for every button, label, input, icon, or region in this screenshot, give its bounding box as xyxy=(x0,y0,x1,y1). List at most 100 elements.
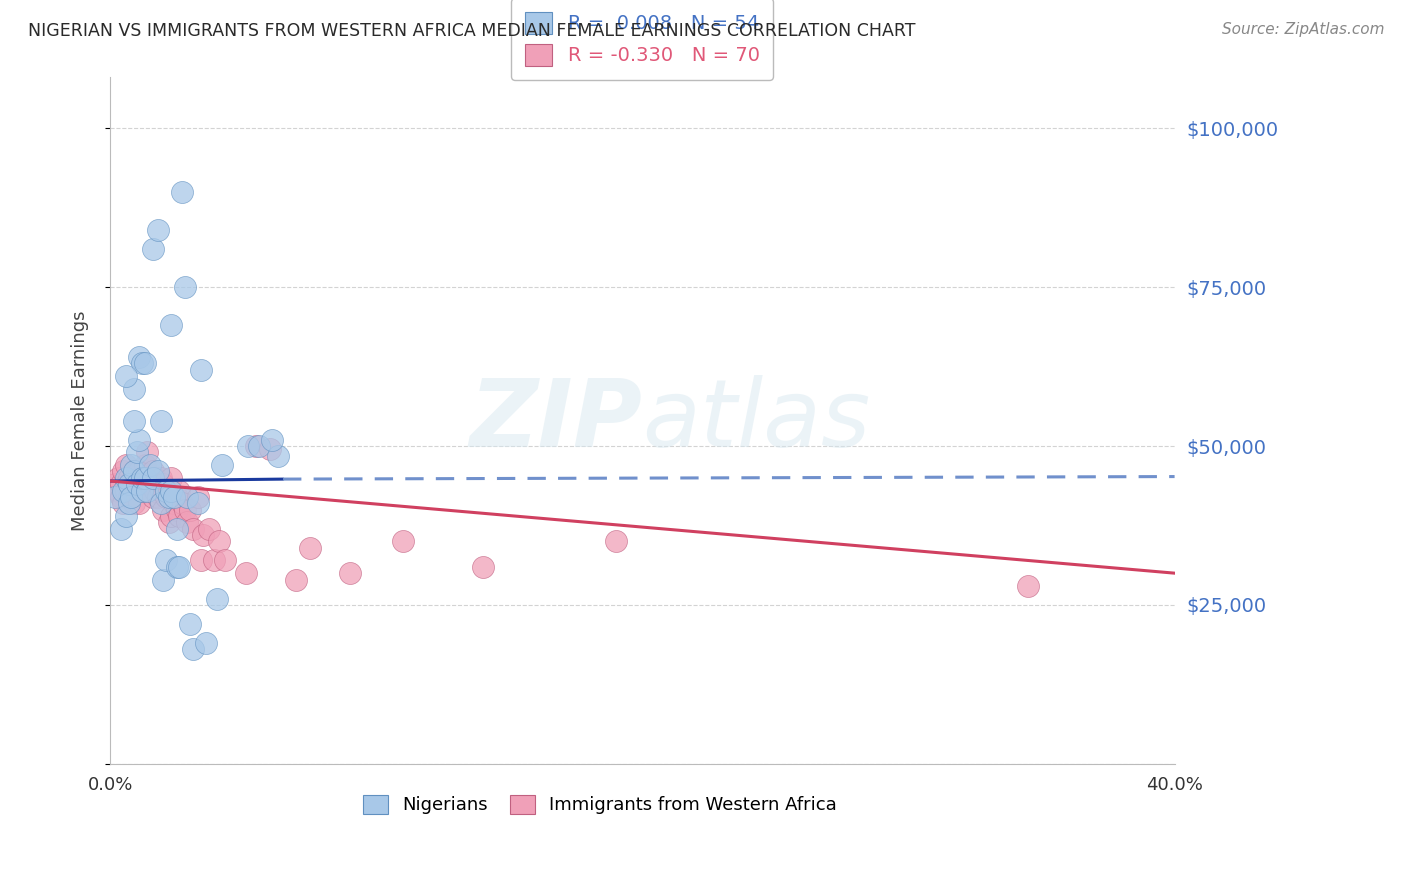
Point xyxy=(142,242,165,256)
Point xyxy=(155,483,177,498)
Point xyxy=(118,471,141,485)
Point xyxy=(131,483,153,498)
Point xyxy=(166,490,188,504)
Point xyxy=(136,445,159,459)
Point xyxy=(163,490,186,504)
Point xyxy=(128,433,150,447)
Point xyxy=(176,516,198,530)
Point xyxy=(122,382,145,396)
Point xyxy=(259,442,281,457)
Point xyxy=(118,496,141,510)
Point xyxy=(104,477,127,491)
Point xyxy=(160,318,183,333)
Point xyxy=(115,471,138,485)
Point xyxy=(169,483,191,498)
Point xyxy=(142,471,165,485)
Point xyxy=(166,502,188,516)
Point xyxy=(181,522,204,536)
Point xyxy=(160,483,183,498)
Point xyxy=(471,559,494,574)
Point xyxy=(146,223,169,237)
Point xyxy=(115,508,138,523)
Point xyxy=(170,496,193,510)
Point xyxy=(187,490,209,504)
Point xyxy=(115,369,138,384)
Point xyxy=(166,559,188,574)
Point xyxy=(146,465,169,479)
Point xyxy=(120,458,142,472)
Point xyxy=(157,490,180,504)
Point xyxy=(104,490,127,504)
Point xyxy=(128,350,150,364)
Point xyxy=(142,465,165,479)
Point xyxy=(163,496,186,510)
Point xyxy=(110,490,132,504)
Point xyxy=(176,490,198,504)
Point xyxy=(166,522,188,536)
Text: NIGERIAN VS IMMIGRANTS FROM WESTERN AFRICA MEDIAN FEMALE EARNINGS CORRELATION CH: NIGERIAN VS IMMIGRANTS FROM WESTERN AFRI… xyxy=(28,22,915,40)
Point xyxy=(110,522,132,536)
Point xyxy=(149,483,172,498)
Point xyxy=(125,465,148,479)
Point xyxy=(128,477,150,491)
Point xyxy=(197,522,219,536)
Point xyxy=(134,471,156,485)
Point xyxy=(211,458,233,472)
Point xyxy=(125,477,148,491)
Point xyxy=(179,502,201,516)
Point xyxy=(202,553,225,567)
Point xyxy=(194,636,217,650)
Point xyxy=(339,566,361,581)
Point xyxy=(245,439,267,453)
Point xyxy=(120,477,142,491)
Point xyxy=(155,483,177,498)
Point xyxy=(160,471,183,485)
Point xyxy=(169,508,191,523)
Point xyxy=(149,471,172,485)
Point xyxy=(149,496,172,510)
Point xyxy=(605,534,627,549)
Point xyxy=(115,483,138,498)
Text: Source: ZipAtlas.com: Source: ZipAtlas.com xyxy=(1222,22,1385,37)
Point xyxy=(139,477,162,491)
Point xyxy=(134,458,156,472)
Point xyxy=(179,617,201,632)
Point xyxy=(134,483,156,498)
Point xyxy=(285,573,308,587)
Point xyxy=(107,471,129,485)
Point xyxy=(125,477,148,491)
Point xyxy=(122,414,145,428)
Point xyxy=(155,490,177,504)
Point xyxy=(125,445,148,459)
Point xyxy=(131,356,153,370)
Point xyxy=(235,566,257,581)
Point xyxy=(181,642,204,657)
Point xyxy=(120,490,142,504)
Point xyxy=(136,483,159,498)
Point xyxy=(208,534,231,549)
Point xyxy=(115,458,138,472)
Y-axis label: Median Female Earnings: Median Female Earnings xyxy=(72,310,89,531)
Point xyxy=(205,591,228,606)
Point xyxy=(149,414,172,428)
Point xyxy=(262,433,284,447)
Point xyxy=(120,483,142,498)
Point xyxy=(142,490,165,504)
Point xyxy=(115,477,138,491)
Point xyxy=(131,483,153,498)
Point xyxy=(143,483,166,498)
Point xyxy=(122,465,145,479)
Point xyxy=(131,471,153,485)
Point xyxy=(160,508,183,523)
Point xyxy=(128,496,150,510)
Point xyxy=(112,465,135,479)
Point xyxy=(298,541,321,555)
Point xyxy=(157,516,180,530)
Point xyxy=(146,477,169,491)
Point xyxy=(112,496,135,510)
Point xyxy=(122,496,145,510)
Point xyxy=(139,458,162,472)
Point xyxy=(152,502,174,516)
Point xyxy=(1017,579,1039,593)
Point xyxy=(193,528,215,542)
